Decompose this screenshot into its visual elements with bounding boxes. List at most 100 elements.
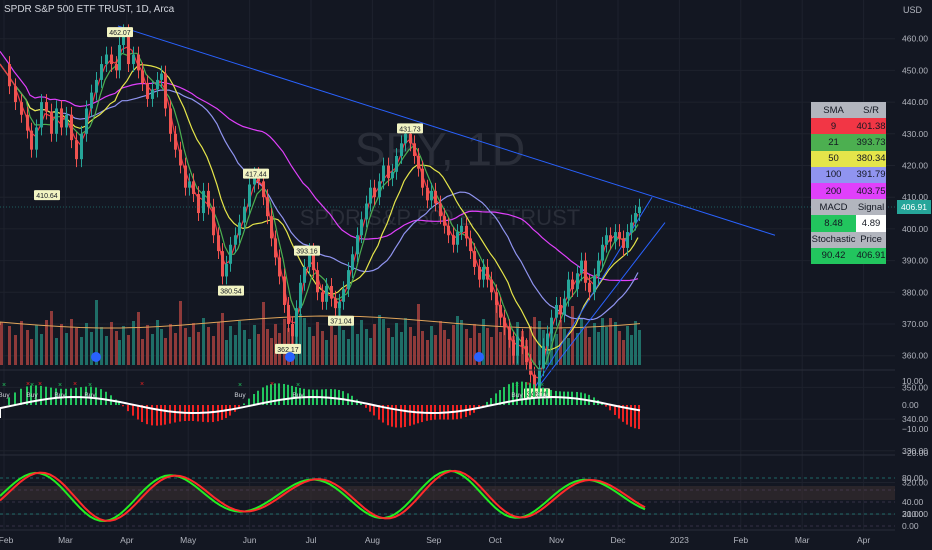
macd-histogram-bar: [601, 403, 603, 405]
candle-body: [70, 114, 73, 141]
candle-body: [525, 346, 528, 363]
candle-body: [356, 235, 359, 255]
volume-bar: [40, 334, 43, 365]
macd-histogram-bar: [262, 387, 264, 405]
candle-body: [593, 276, 596, 293]
macd-histogram-bar: [207, 405, 209, 423]
candle-body: [283, 276, 286, 305]
macd-histogram-bar: [618, 405, 620, 419]
macd-histogram-bar: [495, 393, 497, 405]
volume-bar: [465, 329, 468, 365]
sr-cell: 391.79: [856, 166, 886, 183]
candle-body: [174, 133, 177, 150]
price-label: 431.73: [399, 126, 421, 133]
macd-histogram-bar: [622, 405, 624, 422]
candle-body: [262, 181, 265, 198]
volume-bar: [20, 321, 23, 365]
candle-body: [303, 266, 306, 283]
volume-bar: [308, 327, 311, 365]
price-label-box: [328, 315, 354, 326]
price-label: 417.44: [245, 172, 267, 179]
macd-histogram-bar: [35, 385, 37, 405]
candle-body: [430, 190, 433, 201]
macd-histogram-bar: [529, 383, 531, 405]
volume-bar: [618, 331, 621, 365]
volume-bar: [499, 332, 502, 365]
volume-bar: [576, 333, 579, 365]
dividend-marker: [474, 352, 484, 362]
candle-body: [571, 279, 574, 290]
candle-body: [270, 216, 273, 239]
macd-histogram-bar: [270, 384, 272, 405]
sell-marker: ×: [526, 381, 530, 388]
candle-body: [478, 266, 481, 280]
macd-histogram-bar: [127, 405, 129, 412]
candle-body: [75, 140, 78, 160]
sell-marker: ×: [38, 381, 42, 388]
candle-body: [443, 216, 446, 226]
candle-body: [499, 304, 502, 318]
volume-bar: [188, 337, 191, 365]
candle-body: [555, 304, 558, 318]
candle-body: [601, 244, 604, 261]
candle-body: [533, 374, 536, 391]
candle-body: [287, 304, 290, 324]
candle-body: [605, 235, 608, 245]
candle-body: [387, 165, 390, 179]
volume-bar: [369, 338, 372, 365]
candle-body: [253, 175, 256, 185]
macd-histogram-bar: [248, 398, 250, 405]
macd-histogram-bar: [151, 405, 153, 426]
candle-body: [316, 270, 319, 293]
candle-body: [90, 92, 93, 109]
volume-bar: [110, 322, 113, 365]
volume-bar: [197, 332, 200, 365]
macd-histogram-bar: [605, 405, 607, 407]
volume-bar: [60, 324, 63, 365]
x-tick-label: Nov: [549, 535, 565, 545]
sr-cell: 9: [811, 118, 857, 135]
price-tick-label: 320.00: [902, 478, 928, 488]
candle-body: [576, 273, 579, 290]
candle-body: [634, 213, 637, 223]
volume-bar: [443, 330, 446, 365]
candle-body: [179, 149, 182, 166]
x-tick-label: Jul: [306, 535, 317, 545]
currency-label: USD: [902, 5, 922, 15]
dividend-marker: [285, 352, 295, 362]
candle-body: [40, 102, 43, 128]
x-tick-label: Feb: [0, 535, 14, 545]
buy-label: Buy: [292, 392, 304, 399]
macd-tick-label: 0.00: [902, 400, 919, 410]
volume-bar: [478, 333, 481, 365]
buy-label: Buy: [511, 392, 523, 399]
candle-body: [580, 260, 583, 274]
volume-bar: [447, 339, 450, 365]
candle-body: [567, 279, 570, 299]
volume-bar: [141, 339, 144, 365]
macd-histogram-bar: [490, 398, 492, 405]
price-label-box: [294, 245, 320, 256]
macd-histogram-bar: [105, 391, 107, 405]
macd-histogram-bar: [164, 405, 166, 425]
candle-body: [80, 133, 83, 160]
volume-bar: [439, 321, 442, 365]
macd-histogram-bar: [243, 403, 245, 405]
macd-histogram-bar: [90, 386, 92, 405]
volume-bar: [270, 338, 273, 365]
price-label-box: [275, 343, 301, 354]
macd-histogram-bar: [373, 405, 375, 416]
macd-histogram-bar: [391, 405, 393, 427]
macd-histogram-bar: [334, 389, 336, 405]
buy-marker: ×: [296, 382, 300, 389]
sr-cell: 50: [811, 150, 857, 167]
volume-bar: [207, 327, 210, 365]
volume-bar: [184, 328, 187, 365]
volume-bar: [456, 316, 459, 365]
volume-bar: [26, 330, 29, 365]
buy-marker: ×: [58, 382, 62, 389]
candle-body: [50, 111, 53, 134]
candle-body: [360, 219, 363, 236]
volume-bar: [118, 340, 121, 365]
